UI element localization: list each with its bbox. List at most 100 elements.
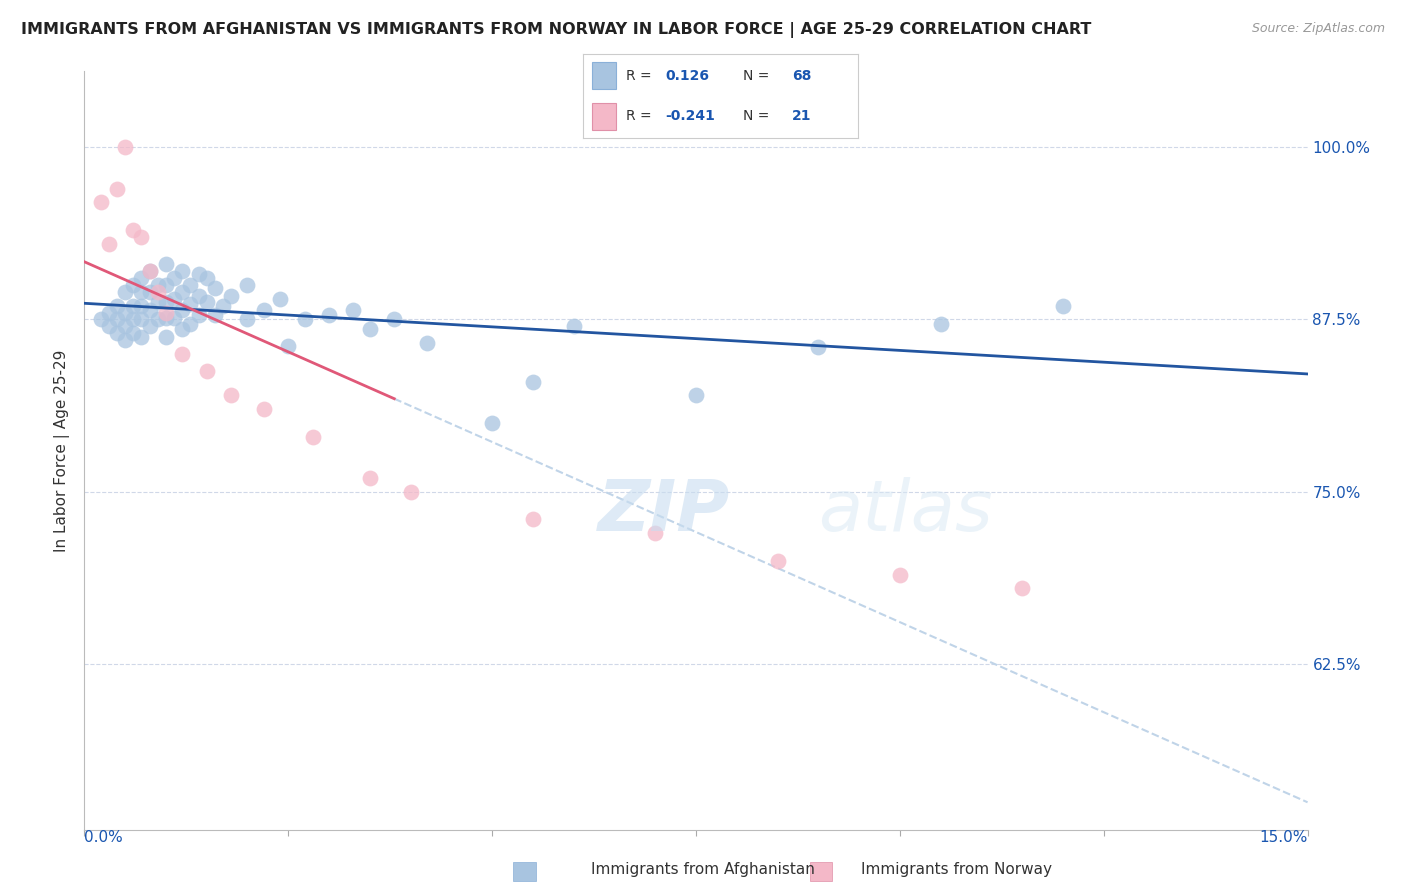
Text: 68: 68 <box>792 69 811 83</box>
Point <box>219 289 242 303</box>
Point <box>122 278 145 293</box>
Point <box>163 271 186 285</box>
Point <box>114 333 136 347</box>
Point <box>131 312 153 326</box>
Point <box>155 305 177 319</box>
Text: atlas: atlas <box>818 476 993 546</box>
Point <box>253 402 276 417</box>
Point <box>131 330 153 344</box>
Point <box>138 319 160 334</box>
Point <box>131 229 153 244</box>
Text: N =: N = <box>742 69 769 83</box>
Point <box>155 278 177 293</box>
Point <box>179 317 201 331</box>
Point <box>122 299 145 313</box>
Point <box>685 388 707 402</box>
Point <box>212 299 235 313</box>
Point <box>204 281 226 295</box>
Text: 15.0%: 15.0% <box>1260 830 1308 845</box>
Text: 0.126: 0.126 <box>666 69 710 83</box>
Point <box>146 278 169 293</box>
Point <box>195 363 218 377</box>
Point <box>889 567 911 582</box>
Point <box>97 319 120 334</box>
Text: IMMIGRANTS FROM AFGHANISTAN VS IMMIGRANTS FROM NORWAY IN LABOR FORCE | AGE 25-29: IMMIGRANTS FROM AFGHANISTAN VS IMMIGRANT… <box>21 22 1091 38</box>
Point <box>195 294 218 309</box>
Text: 0.0%: 0.0% <box>84 830 124 845</box>
Point <box>131 299 153 313</box>
Point <box>163 311 186 326</box>
Text: ZIP: ZIP <box>598 476 730 546</box>
Bar <box>592 103 616 130</box>
Point <box>399 484 422 499</box>
Point <box>114 305 136 319</box>
Point <box>562 319 585 334</box>
Point <box>114 285 136 299</box>
Point <box>105 181 128 195</box>
Point <box>359 322 381 336</box>
Point <box>269 292 291 306</box>
Point <box>179 278 201 293</box>
Point <box>172 302 194 317</box>
Point <box>114 319 136 334</box>
Point <box>155 257 177 271</box>
Point <box>522 375 544 389</box>
Point <box>929 317 952 331</box>
Point <box>1011 582 1033 596</box>
Point <box>172 264 194 278</box>
Point <box>163 292 186 306</box>
Point <box>138 264 160 278</box>
Point <box>382 312 405 326</box>
Point <box>122 223 145 237</box>
Point <box>155 294 177 309</box>
Point <box>236 278 259 293</box>
Bar <box>592 62 616 89</box>
Point <box>253 302 276 317</box>
Point <box>179 297 201 311</box>
Point <box>146 294 169 309</box>
Point <box>122 326 145 341</box>
Text: N =: N = <box>742 109 769 123</box>
Point <box>122 312 145 326</box>
Point <box>105 326 128 341</box>
Point <box>766 554 789 568</box>
Text: -0.241: -0.241 <box>666 109 716 123</box>
Point <box>131 271 153 285</box>
Point <box>187 309 209 323</box>
Point <box>277 339 299 353</box>
Y-axis label: In Labor Force | Age 25-29: In Labor Force | Age 25-29 <box>55 350 70 551</box>
Point <box>416 335 439 350</box>
Point <box>204 309 226 323</box>
Point <box>807 340 830 354</box>
Point <box>236 312 259 326</box>
Point <box>138 302 160 317</box>
Point <box>146 285 169 299</box>
Point <box>294 312 316 326</box>
Point <box>195 271 218 285</box>
Point <box>219 388 242 402</box>
Point <box>1052 299 1074 313</box>
Text: R =: R = <box>626 109 657 123</box>
Point <box>172 347 194 361</box>
Text: Immigrants from Norway: Immigrants from Norway <box>860 863 1052 877</box>
Point <box>138 264 160 278</box>
Point <box>146 312 169 326</box>
Point <box>644 526 666 541</box>
Text: Source: ZipAtlas.com: Source: ZipAtlas.com <box>1251 22 1385 36</box>
Point <box>155 311 177 326</box>
Point <box>172 322 194 336</box>
Text: 21: 21 <box>792 109 811 123</box>
Point <box>114 140 136 154</box>
Point <box>97 236 120 251</box>
Point <box>301 430 323 444</box>
Point <box>90 312 112 326</box>
Text: Immigrants from Afghanistan: Immigrants from Afghanistan <box>591 863 815 877</box>
Point <box>90 195 112 210</box>
Point <box>522 512 544 526</box>
Text: R =: R = <box>626 69 657 83</box>
Point <box>342 302 364 317</box>
Point <box>318 309 340 323</box>
Point <box>105 299 128 313</box>
Point <box>172 285 194 299</box>
Point <box>131 285 153 299</box>
